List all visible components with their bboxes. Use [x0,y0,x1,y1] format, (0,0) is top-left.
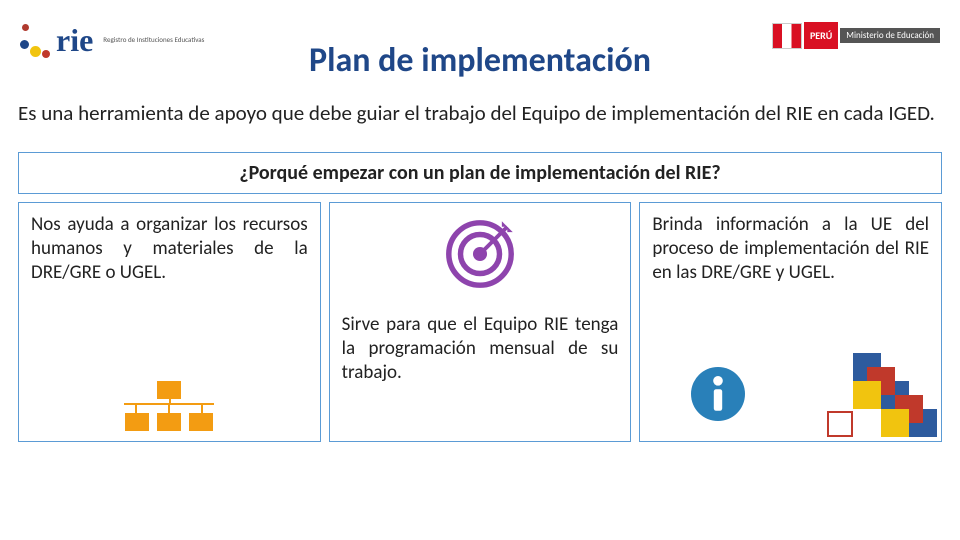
page-title: Plan de implementación [309,40,651,81]
question-box: ¿Porqué empezar con un plan de implement… [18,152,942,194]
column-1: Nos ayuda a organizar los recursos human… [18,202,321,442]
column-3: Brinda información a la UE del proceso d… [639,202,942,442]
rie-dots-icon [20,20,50,60]
rie-logo: rie Registro de Instituciones Educativas [20,20,204,60]
columns-container: Nos ayuda a organizar los recursos human… [0,202,960,442]
column-2: Sirve para que el Equipo RIE tenga la pr… [329,202,632,442]
target-icon [441,215,519,298]
rie-logo-text: rie [56,22,93,59]
peru-flag-icon [772,23,802,49]
column-3-text: Brinda información a la UE del proceso d… [652,213,929,284]
column-1-text: Nos ayuda a organizar los recursos human… [31,213,308,284]
info-icon [688,364,748,429]
org-chart-icon [124,381,214,431]
rie-logo-subtitle: Registro de Instituciones Educativas [103,36,204,44]
stairs-icon [821,341,941,441]
header: rie Registro de Instituciones Educativas… [0,0,960,70]
ministry-badge: Ministerio de Educación [840,28,940,44]
peru-badge: PERÚ [804,22,838,49]
government-logo: PERÚ Ministerio de Educación [772,22,940,49]
column-2-text: Sirve para que el Equipo RIE tenga la pr… [342,313,619,384]
